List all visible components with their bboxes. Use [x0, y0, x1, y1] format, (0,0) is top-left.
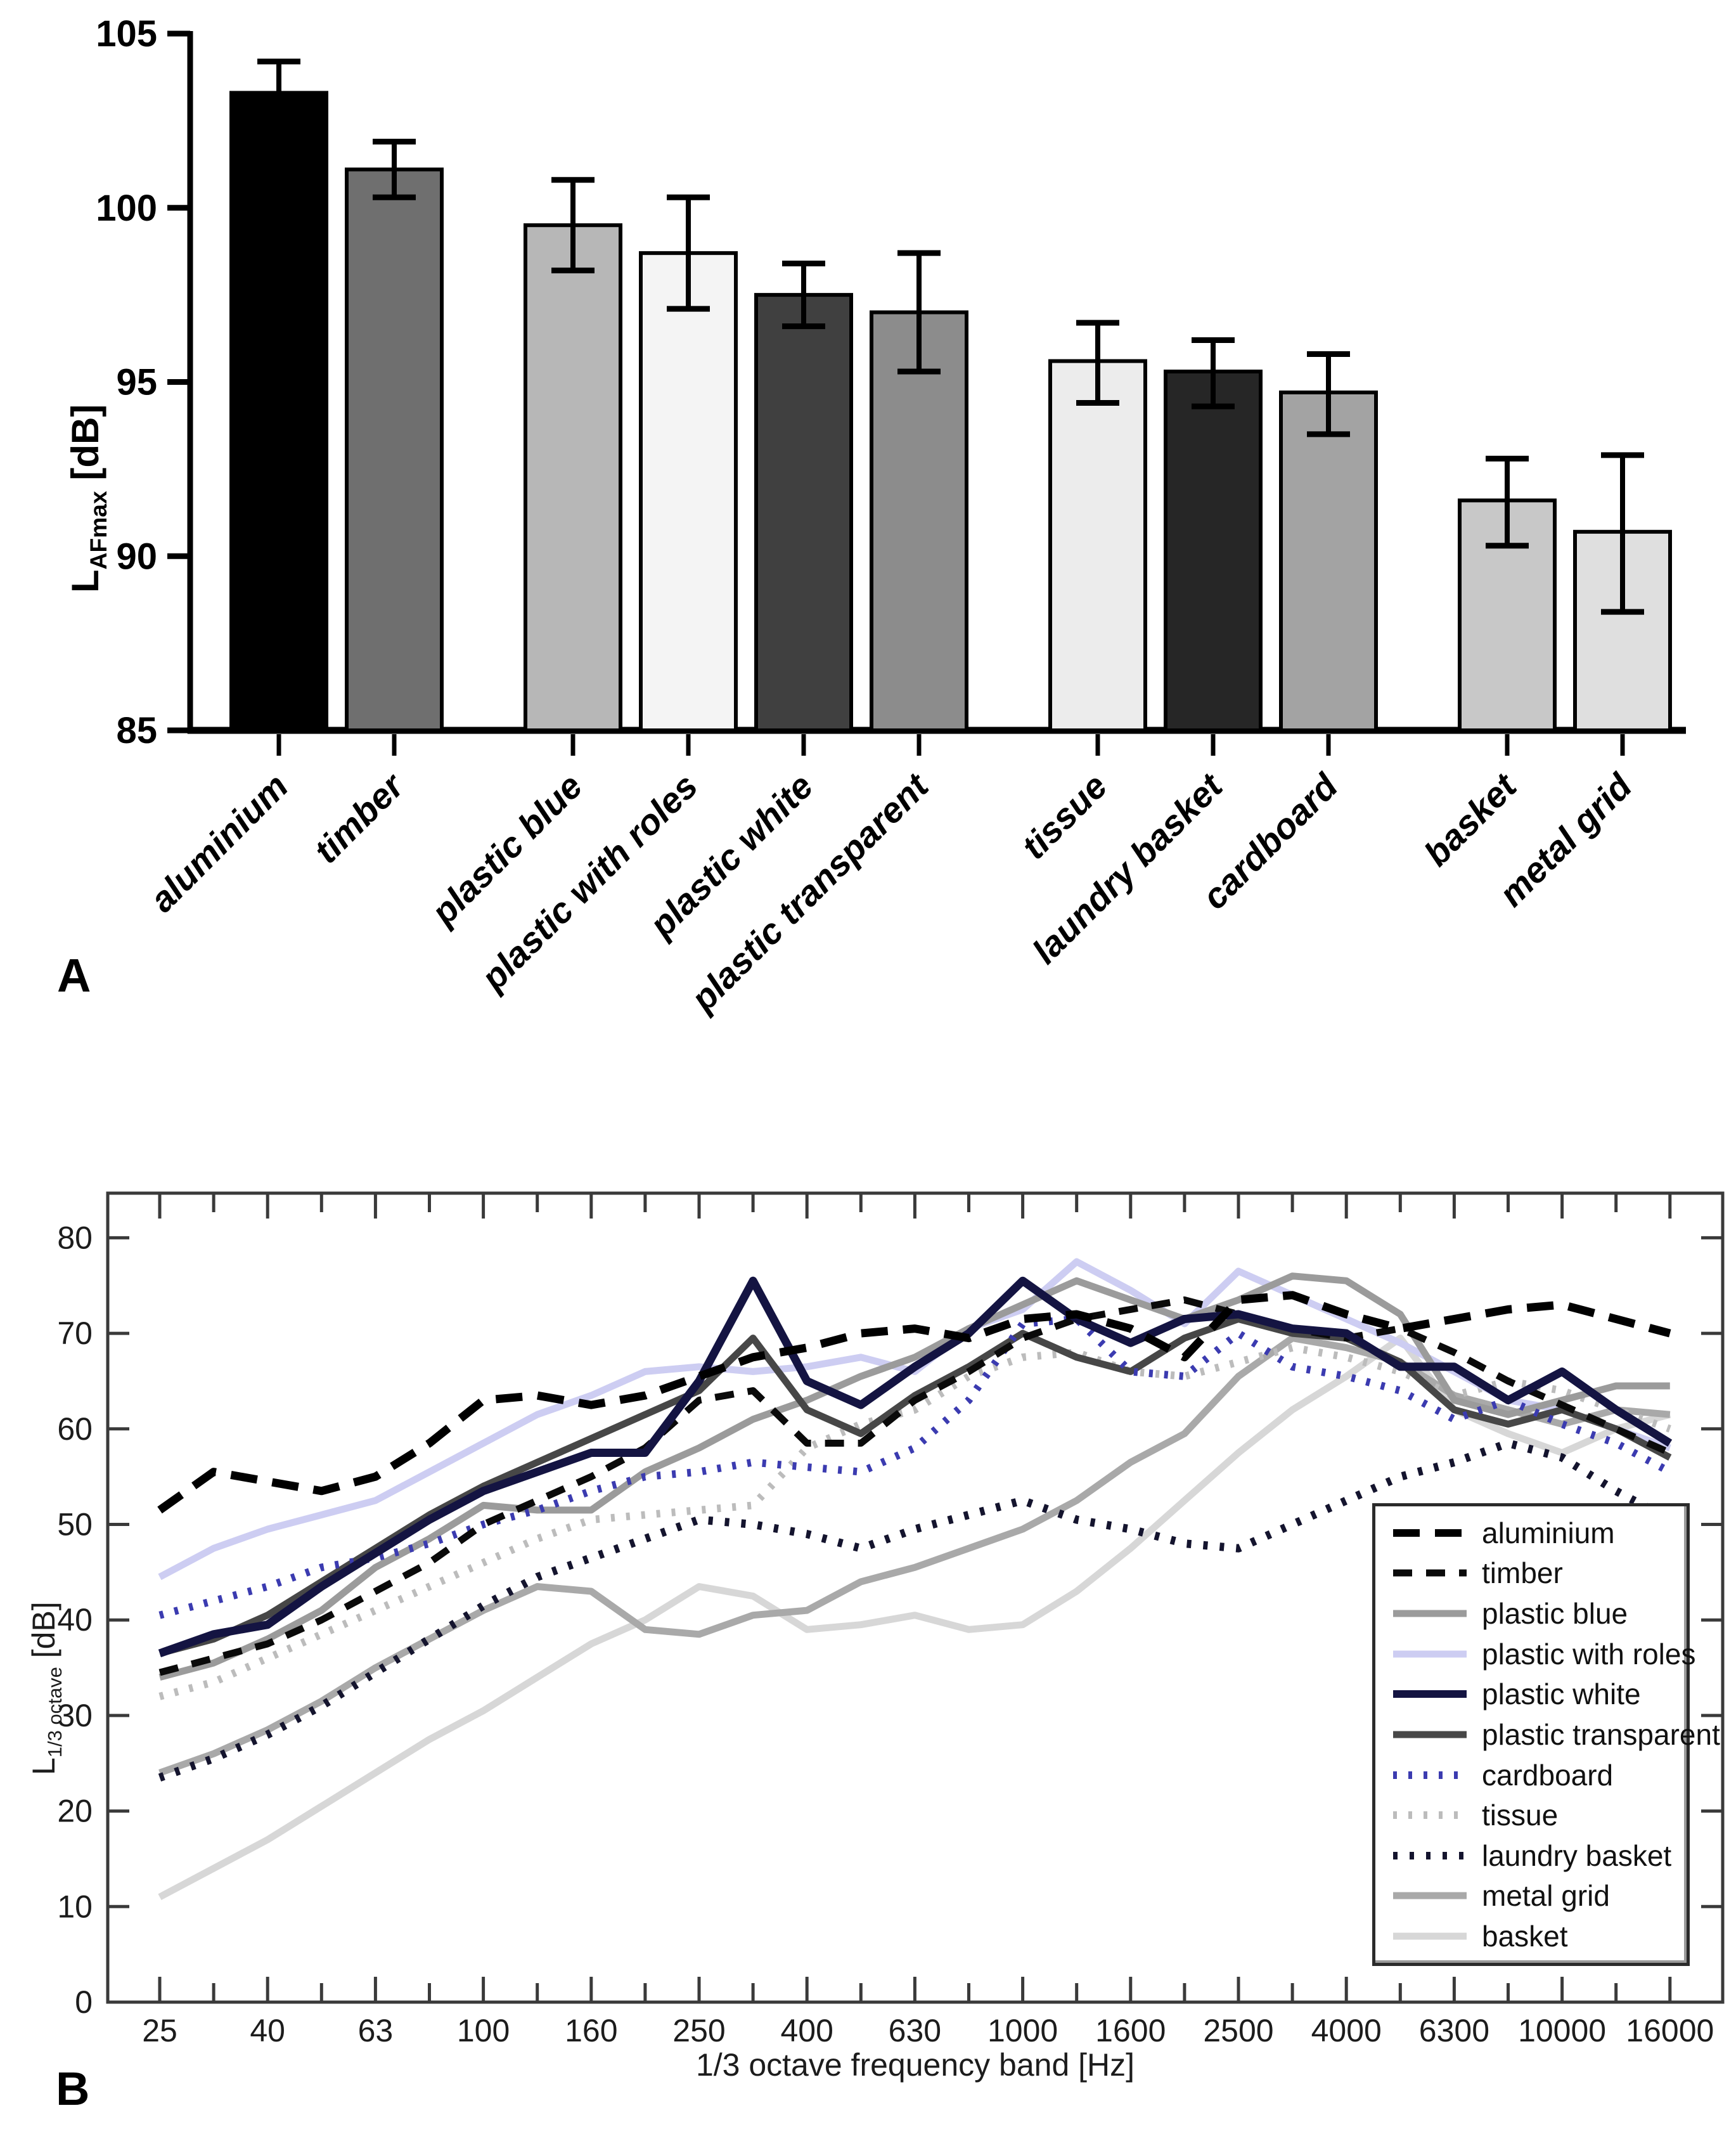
panel-b-x-tick-label: 160 — [565, 2013, 617, 2048]
legend-label: metal grid — [1482, 1879, 1610, 1913]
panel-b-x-axis-title: 1/3 octave frequency band [Hz] — [695, 2047, 1135, 2083]
legend-item: basket — [1392, 1919, 1687, 1953]
legend-label: plastic with roles — [1482, 1637, 1696, 1671]
legend-label: laundry basket — [1482, 1839, 1672, 1872]
legend-label: aluminium — [1482, 1516, 1615, 1549]
panel-b-x-tick-label: 630 — [889, 2013, 941, 2048]
bar-label: timber — [306, 765, 413, 871]
panel-a-y-tick-label: 85 — [116, 710, 157, 751]
bar-laundry-basket — [1164, 370, 1263, 732]
series-aluminium — [157, 1291, 1671, 1514]
bar-timber — [345, 167, 444, 732]
panel-a-y-tick-label: 105 — [96, 13, 157, 55]
panel-a-y-axis-title: LAFmax [dB] — [64, 404, 112, 593]
legend-swatch-laundry-basket — [1393, 1851, 1467, 1859]
panel-b-y-tick-label: 30 — [57, 1698, 93, 1733]
bar-label: tissue — [1013, 766, 1114, 867]
bar-label: basket — [1416, 765, 1525, 874]
legend-item: plastic white — [1392, 1677, 1687, 1711]
legend-item: plastic blue — [1392, 1596, 1687, 1631]
legend-swatch-plastic-white — [1393, 1690, 1467, 1698]
bar-plastic-blue — [524, 223, 622, 733]
legend-swatch-tissue — [1393, 1811, 1467, 1820]
bar-aluminium — [229, 91, 328, 733]
legend-item: cardboard — [1392, 1758, 1687, 1792]
panel-b-x-tick-label: 40 — [250, 2013, 285, 2048]
panel-b-y-tick-label: 80 — [57, 1220, 93, 1255]
panel-b-x-tick-label: 250 — [672, 2013, 725, 2048]
bar-label: laundry basket — [1024, 765, 1231, 971]
panel-a-y-tick-label: 95 — [116, 362, 157, 403]
legend-item: aluminium — [1392, 1516, 1687, 1550]
series-plastic-white — [158, 1276, 1673, 1658]
panel-b-y-tick-label: 10 — [57, 1889, 93, 1924]
panel-b-x-tick-label: 2500 — [1203, 2013, 1273, 2048]
panel-b-x-tick-label: 1600 — [1095, 2013, 1166, 2048]
panel-a-y-tick-label: 90 — [116, 536, 157, 577]
series-timber — [158, 1296, 1672, 1676]
series-basket — [158, 1335, 1671, 1901]
legend-item: plastic with roles — [1392, 1637, 1695, 1671]
panel-b-y-tick-label: 50 — [57, 1507, 93, 1542]
series-cardboard — [158, 1315, 1672, 1619]
panel-a-y-tick-label: 100 — [96, 188, 157, 229]
panel-b-x-tick-label: 63 — [358, 2013, 394, 2048]
legend-item: plastic transparent — [1392, 1717, 1720, 1752]
bar-plastic-white — [754, 293, 853, 732]
legend-swatch-timber — [1393, 1569, 1467, 1577]
panel-b-y-tick-label: 40 — [57, 1602, 93, 1638]
legend-label: basket — [1482, 1920, 1568, 1953]
series-tissue — [158, 1343, 1671, 1700]
panel-b-x-tick-label: 100 — [457, 2013, 510, 2048]
bar-plastic-transparent — [870, 310, 968, 733]
bar-cardboard — [1279, 390, 1378, 732]
legend-swatch-basket — [1393, 1932, 1467, 1940]
panel-b-x-tick-label: 1000 — [987, 2013, 1058, 2048]
panel-b-y-axis-title: L1/3 octave [dB] — [26, 1601, 66, 1775]
legend-swatch-plastic-with-roles — [1393, 1650, 1467, 1658]
legend-label: plastic white — [1482, 1678, 1641, 1711]
legend-swatch-cardboard — [1393, 1771, 1467, 1779]
panel-b-x-tick-label: 16000 — [1626, 2013, 1714, 2048]
legend-swatch-plastic-blue — [1393, 1610, 1467, 1617]
legend-label: plastic transparent — [1482, 1717, 1720, 1751]
bar-label: plastic with roles — [472, 766, 705, 999]
legend-swatch-aluminium — [1393, 1529, 1467, 1537]
panel-b-x-tick-label: 400 — [780, 2013, 833, 2048]
panel-b-x-tick-label: 6300 — [1419, 2013, 1489, 2048]
legend-label: timber — [1482, 1556, 1563, 1590]
legend-swatch-plastic-transparent — [1393, 1731, 1467, 1738]
panel-a-label: A — [57, 949, 91, 1002]
legend: aluminium timber plastic blue plastic with … — [1372, 1503, 1720, 1966]
bar-plastic-with-roles — [639, 251, 738, 732]
panel-b-y-tick-label: 20 — [57, 1794, 93, 1829]
panel-b-label: B — [56, 2062, 90, 2115]
panel-b-y-tick-label: 60 — [57, 1411, 93, 1447]
legend-item: metal grid — [1392, 1879, 1687, 1913]
panel-b-x-tick-label: 10000 — [1518, 2013, 1606, 2048]
bar-label: aluminium — [142, 766, 296, 920]
legend-label: cardboard — [1482, 1758, 1614, 1792]
panel-b-y-tick-label: 0 — [75, 1984, 93, 2020]
legend-item: tissue — [1392, 1798, 1687, 1832]
legend-label: plastic blue — [1482, 1597, 1628, 1631]
panel-b-y-tick-label: 70 — [57, 1316, 93, 1351]
series-laundry-basket — [158, 1439, 1672, 1782]
panel-b-x-tick-label: 4000 — [1311, 2013, 1382, 2048]
bar-tissue — [1048, 359, 1147, 732]
legend-label: tissue — [1482, 1799, 1559, 1832]
legend-item: laundry basket — [1392, 1839, 1687, 1873]
panel-b-x-tick-label: 25 — [142, 2013, 177, 2048]
legend-swatch-metal-grid — [1393, 1892, 1467, 1899]
legend-item: timber — [1392, 1556, 1687, 1590]
